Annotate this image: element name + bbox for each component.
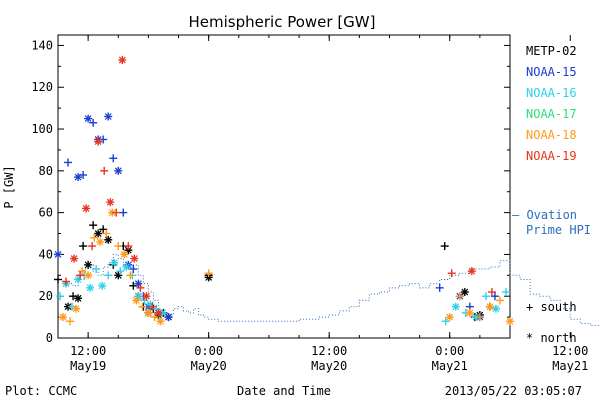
series-ovation-prime-hpi [62, 253, 600, 329]
north-marker [466, 309, 474, 317]
north-marker [104, 113, 112, 120]
north-marker [155, 309, 162, 317]
north-marker [108, 209, 116, 217]
north-marker [70, 255, 78, 263]
chart-title: Hemispheric Power [GW] [189, 13, 376, 31]
y-tick-label: 120 [31, 80, 53, 94]
north-marker [94, 230, 102, 237]
legend-entry: METP-02 [526, 44, 577, 58]
legend-symbol-south: + south [526, 300, 577, 314]
x-axis-label: Date and Time [237, 384, 331, 398]
north-marker [64, 303, 72, 311]
y-tick-label: 20 [39, 289, 53, 303]
legend: METP-02 NOAA-15 NOAA-16 NOAA-17 NOAA-18 NOAA-… [512, 44, 591, 345]
north-marker [104, 236, 112, 244]
footer-plot-credit: Plot: CCMC [5, 384, 77, 398]
north-marker [59, 313, 67, 321]
north-marker [132, 296, 140, 304]
north-marker [84, 115, 92, 123]
north-marker [96, 238, 104, 246]
north-marker [54, 250, 62, 258]
north-marker [472, 313, 480, 321]
x-tick-label-date: May20 [311, 359, 347, 373]
north-marker [492, 305, 500, 313]
north-marker [84, 261, 92, 269]
north-marker [106, 198, 114, 206]
north-marker [144, 309, 152, 317]
north-marker [72, 305, 80, 313]
series-layer [54, 56, 600, 329]
footer-timestamp: 2013/05/22 03:05:07 [445, 384, 582, 398]
y-tick-label: 60 [39, 206, 53, 220]
x-tick-label-time: 12:00 [311, 344, 347, 358]
north-marker [446, 313, 454, 321]
north-marker [82, 205, 90, 212]
legend-symbol-north: * north [526, 331, 577, 345]
north-marker [86, 284, 94, 292]
plot-area [57, 34, 511, 339]
north-marker [146, 301, 154, 308]
x-tick-label-time: 12:00 [552, 344, 588, 358]
y-axis-label: P [GW] [2, 165, 16, 208]
series-noaa-16 [56, 258, 510, 326]
north-marker [118, 56, 126, 64]
north-marker [506, 317, 514, 325]
x-tick-label-date: May20 [191, 359, 227, 373]
north-marker [142, 292, 150, 300]
series-noaa-18 [59, 208, 514, 326]
north-marker [84, 271, 92, 279]
north-marker [205, 273, 213, 281]
north-marker [486, 303, 494, 311]
x-tick-label-time: 0:00 [194, 344, 223, 358]
north-marker [157, 317, 164, 325]
legend-entry: NOAA-19 [526, 149, 577, 163]
legend-entry: NOAA-16 [526, 86, 577, 100]
x-tick-label-date: May21 [432, 359, 468, 373]
north-marker [165, 313, 172, 321]
north-marker [452, 303, 460, 311]
x-tick-label-time: 0:00 [435, 344, 464, 358]
north-marker [130, 255, 138, 263]
north-marker [122, 263, 130, 271]
legend-ovation-line1: – Ovation [512, 208, 577, 222]
legend-entry: NOAA-18 [526, 128, 577, 142]
y-tick-label: 40 [39, 247, 53, 261]
north-marker [134, 280, 142, 288]
x-axis: 12:00May190:00May2012:00May200:00May2112… [57, 35, 588, 373]
north-marker [98, 282, 106, 290]
x-tick-label-date: May21 [552, 359, 588, 373]
north-marker [74, 294, 82, 302]
y-axis: 0 20 40 60 80 100 120 140 [31, 38, 510, 345]
y-tick-label: 140 [31, 38, 53, 52]
plot-frame [57, 34, 511, 339]
series-noaa-19 [62, 56, 496, 317]
north-marker [110, 259, 118, 267]
north-marker [120, 250, 128, 258]
legend-entry: NOAA-15 [526, 65, 577, 79]
ovation-hpi-line [62, 253, 600, 329]
y-tick-label: 80 [39, 164, 53, 178]
north-marker [94, 138, 102, 145]
y-tick-label: 100 [31, 122, 53, 136]
north-marker [114, 167, 122, 175]
y-tick-label: 0 [46, 331, 53, 345]
north-marker [468, 267, 476, 275]
legend-entry: NOAA-17 [526, 107, 577, 121]
legend-ovation-line2: Prime HPI [526, 223, 591, 237]
x-tick-label-time: 12:00 [70, 344, 106, 358]
x-tick-label-date: May19 [70, 359, 106, 373]
series-noaa-15 [54, 112, 499, 322]
